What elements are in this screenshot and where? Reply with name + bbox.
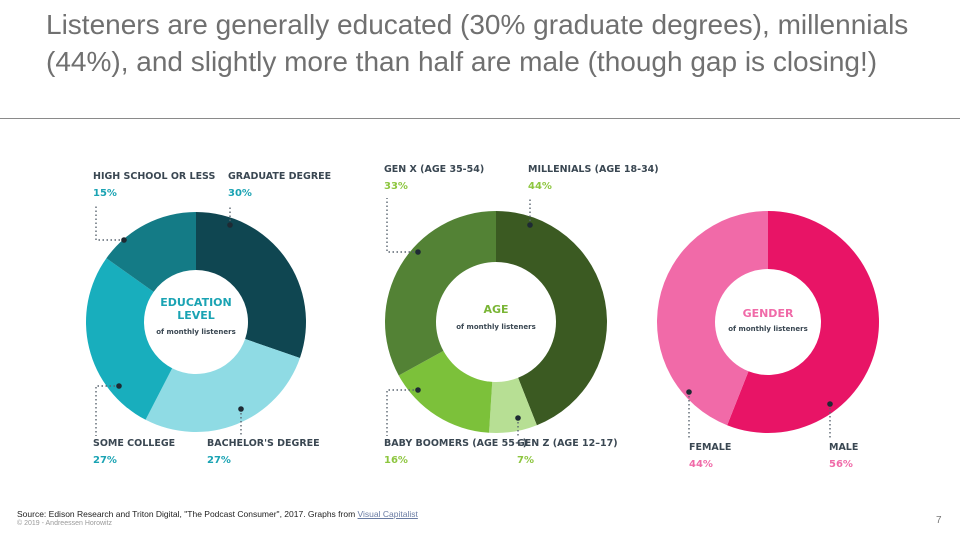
- leader-line: [386, 198, 418, 253]
- leader-dot: [415, 387, 421, 393]
- leader-dot: [238, 406, 244, 412]
- donut-slice-gen-z-age-12-17: [489, 377, 537, 433]
- leader-dot: [686, 389, 692, 395]
- slice-value-high-school-or-less: 15%: [93, 188, 117, 199]
- leader-dot: [116, 383, 122, 389]
- donut-slice-male: [727, 211, 879, 433]
- slice-value-male: 56%: [829, 459, 853, 470]
- copyright: © 2019 - Andreessen Horowitz: [17, 520, 113, 527]
- slice-value-female: 44%: [689, 459, 713, 470]
- chart-center-title: EDUCATION: [160, 296, 231, 309]
- chart-center-subtitle: of monthly listeners: [156, 328, 236, 336]
- source-text: Source: Edison Research and Triton Digit…: [17, 509, 358, 519]
- slice-label-female: FEMALE: [689, 442, 731, 453]
- donut-slice-gen-x-age-35-54: [385, 211, 496, 376]
- slide-title: Listeners are generally educated (30% gr…: [46, 9, 909, 77]
- donut-slice-millenials-age-18-34: [496, 211, 608, 426]
- source-link[interactable]: Visual Capitalist: [357, 509, 418, 519]
- chart-center-title: AGE: [483, 303, 508, 316]
- slice-value-millenials-age-18-34: 44%: [528, 181, 552, 192]
- slice-label-gen-x-age-35-54: GEN X (AGE 35-54): [384, 164, 484, 175]
- leader-line: [95, 385, 119, 436]
- donut-slice-bachelor-s-degree: [145, 339, 300, 432]
- donut-slice-some-college: [85, 258, 173, 420]
- chart-center-subtitle: of monthly listeners: [456, 323, 536, 331]
- chart-center-subtitle: of monthly listeners: [728, 325, 808, 333]
- donut-slice-female: [656, 211, 768, 426]
- chart-center-title: GENDER: [743, 307, 794, 320]
- slice-value-some-college: 27%: [93, 455, 117, 466]
- leader-dot: [227, 222, 233, 228]
- slice-value-baby-boomers-age-55: 16%: [384, 455, 408, 466]
- source-note: Source: Edison Research and Triton Digit…: [17, 509, 418, 519]
- leader-dot: [121, 237, 127, 243]
- donut-slice-high-school-or-less: [106, 212, 196, 292]
- slice-value-graduate-degree: 30%: [228, 188, 252, 199]
- leader-line: [386, 389, 418, 436]
- leader-line: [95, 206, 124, 241]
- title-divider: [0, 118, 960, 119]
- slice-label-high-school-or-less: HIGH SCHOOL OR LESS: [93, 171, 215, 182]
- slice-value-gen-x-age-35-54: 33%: [384, 181, 408, 192]
- slice-label-baby-boomers-age-55: BABY BOOMERS (AGE 55+): [384, 438, 527, 449]
- slice-label-bachelor-s-degree: BACHELOR'S DEGREE: [207, 438, 320, 449]
- leader-dot: [515, 415, 521, 421]
- chart-center-title: LEVEL: [177, 309, 215, 322]
- slice-label-some-college: SOME COLLEGE: [93, 438, 175, 449]
- slice-value-bachelor-s-degree: 27%: [207, 455, 231, 466]
- slice-label-male: MALE: [829, 442, 858, 453]
- leader-dot: [527, 222, 533, 228]
- page-number: 7: [936, 515, 942, 526]
- donut-slice-baby-boomers-age-55: [398, 350, 493, 433]
- leader-dot: [827, 401, 833, 407]
- donut-slice-graduate-degree: [196, 212, 306, 358]
- slice-label-millenials-age-18-34: MILLENIALS (AGE 18-34): [528, 164, 659, 175]
- leader-dot: [415, 249, 421, 255]
- slice-value-gen-z-age-12-17: 7%: [517, 455, 534, 466]
- slice-label-graduate-degree: GRADUATE DEGREE: [228, 171, 331, 182]
- slice-label-gen-z-age-12-17: GEN Z (AGE 12–17): [517, 438, 618, 449]
